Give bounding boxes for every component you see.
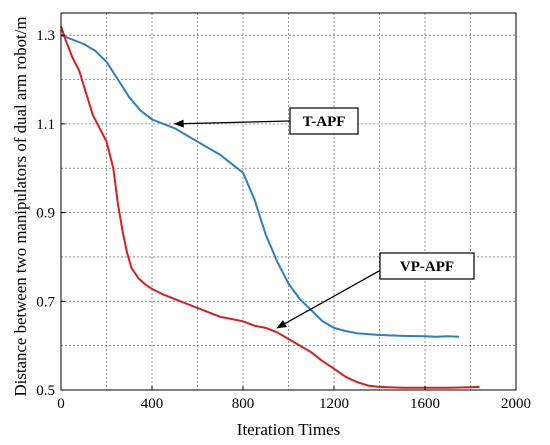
t-apf-label: T-APF [303, 114, 346, 130]
callout-t-apf: T-APF [173, 107, 359, 135]
y-tick-label: 1.3 [36, 28, 55, 44]
series-line-vp-apf [60, 25, 480, 389]
x-tick-label: 0 [57, 396, 65, 412]
x-tick-label: 2000 [501, 396, 531, 412]
vp-apf-arrow [276, 265, 389, 329]
vp-apf-label: VP-APF [400, 259, 454, 275]
tick-labels: 0 400 800 1200 1600 2000 0.5 0.7 0.9 1.1 1.3 [36, 28, 531, 412]
t-apf-label-box [289, 107, 359, 135]
callout-vp-apf: VP-APF [276, 252, 475, 329]
x-tick-label: 400 [141, 396, 164, 412]
y-tick-label: 0.5 [36, 383, 55, 399]
series-lines [60, 25, 480, 389]
y-tick-label: 0.9 [36, 206, 55, 222]
y-tick-label: 1.1 [36, 117, 55, 133]
vp-apf-label-box [379, 252, 475, 280]
grid [61, 13, 516, 390]
y-tick-label: 0.7 [36, 294, 55, 310]
x-axis-title: Iteration Times [237, 420, 340, 439]
x-tick-label: 1200 [319, 396, 349, 412]
series-line-t-apf [60, 34, 460, 338]
t-apf-arrow [173, 119, 291, 128]
x-tick-label: 1600 [410, 396, 440, 412]
x-tick-label: 800 [232, 396, 255, 412]
plot-frame [60, 12, 517, 391]
y-axis-title: Distance between two manipulators of dua… [11, 17, 30, 397]
